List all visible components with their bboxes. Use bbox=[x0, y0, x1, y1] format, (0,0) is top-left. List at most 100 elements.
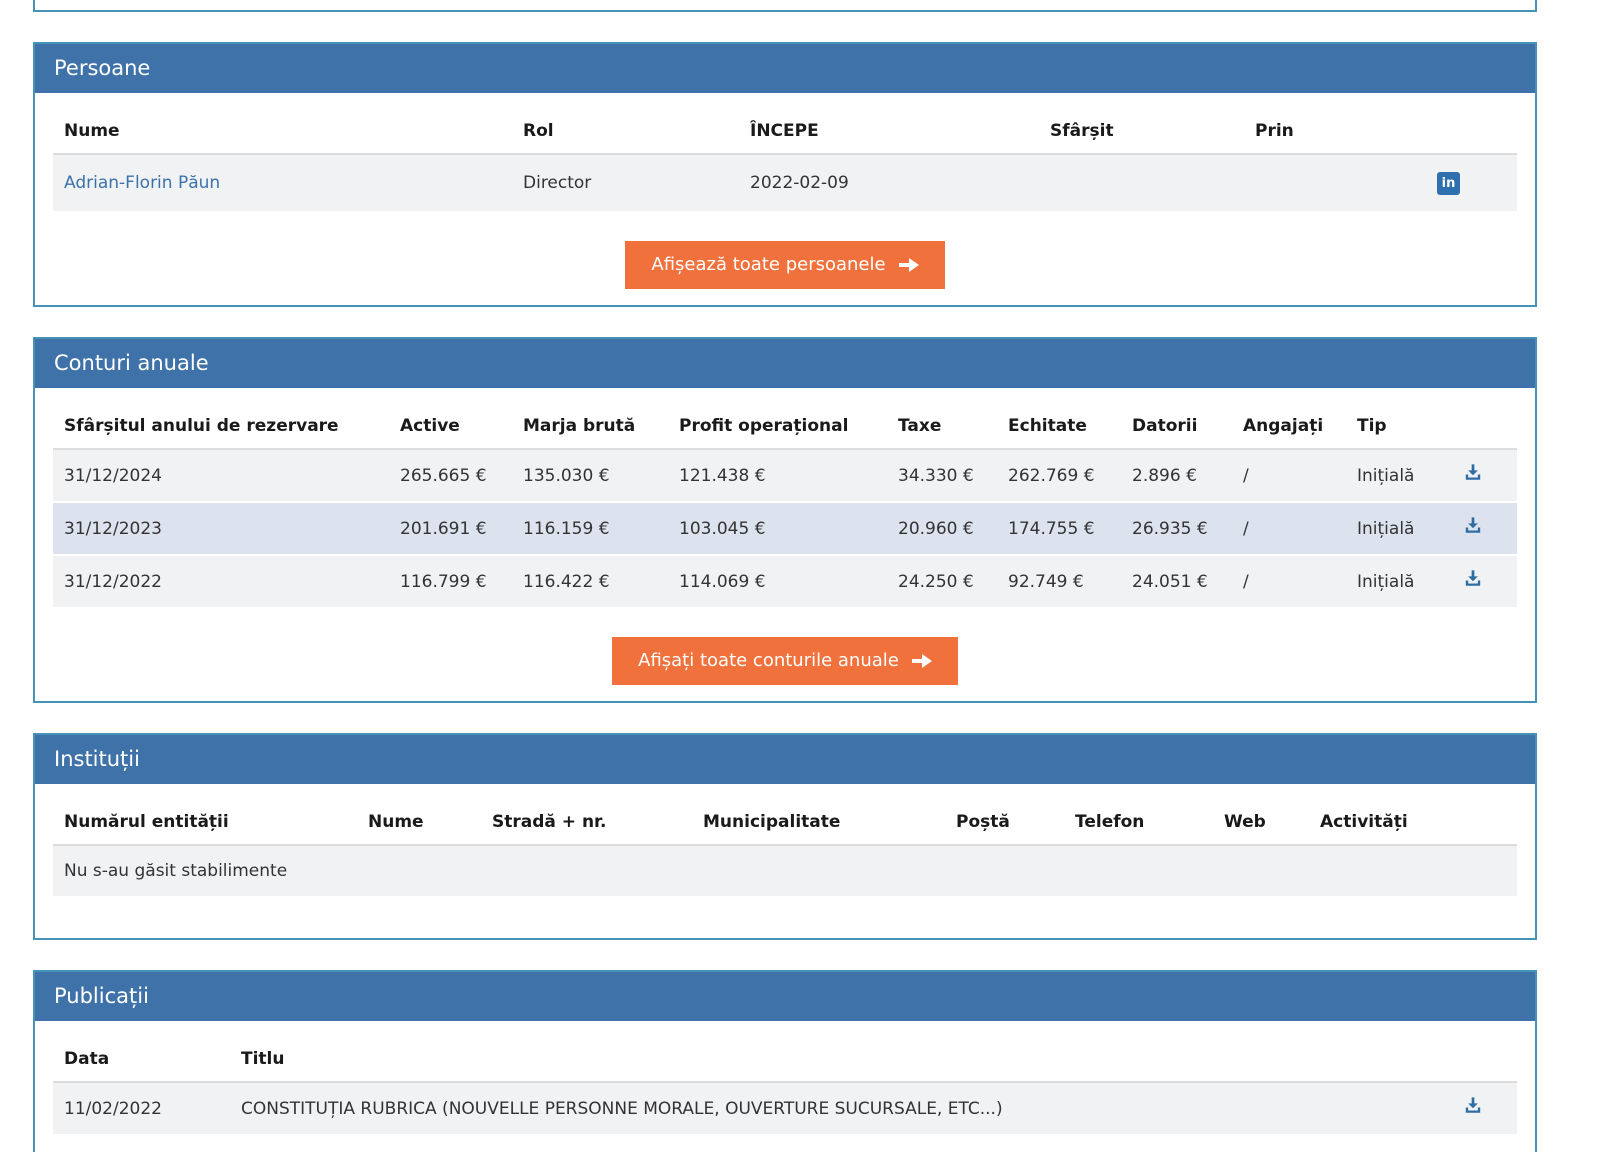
col-header-active: Active bbox=[389, 404, 512, 450]
account-employees: / bbox=[1232, 555, 1346, 609]
col-header-activitati: Activități bbox=[1309, 800, 1517, 846]
conturi-table: Sfârșitul anului de rezervare Active Mar… bbox=[53, 404, 1517, 609]
col-header-web: Web bbox=[1213, 800, 1309, 846]
col-header-strada: Stradă + nr. bbox=[481, 800, 692, 846]
account-equity: 92.749 € bbox=[997, 555, 1121, 609]
account-employees: / bbox=[1232, 449, 1346, 503]
publication-title: CONSTITUȚIA RUBRICA (NOUVELLE PERSONNE M… bbox=[230, 1082, 1429, 1136]
panel-body-persoane: Nume Rol ÎNCEPE Sfârșit Prin Adrian-Flor… bbox=[35, 93, 1535, 305]
panel-title-conturi: Conturi anuale bbox=[35, 339, 1535, 388]
persoane-table: Nume Rol ÎNCEPE Sfârșit Prin Adrian-Flor… bbox=[53, 109, 1517, 213]
institutii-empty-message: Nu s-au găsit stabilimente bbox=[53, 845, 1517, 898]
account-operating-profit: 103.045 € bbox=[668, 502, 887, 556]
col-header-municipalitate: Municipalitate bbox=[692, 800, 945, 846]
col-header-profit-operational: Profit operațional bbox=[668, 404, 887, 450]
persoane-button-row: Afișează toate persoanele bbox=[53, 241, 1517, 289]
person-row: Adrian-Florin Păun Director 2022-02-09 i… bbox=[53, 154, 1517, 213]
panel-title-publicatii: Publicații bbox=[35, 972, 1535, 1021]
arrow-right-icon bbox=[911, 654, 932, 668]
download-icon[interactable] bbox=[1464, 516, 1482, 534]
col-header-titlu: Titlu bbox=[230, 1037, 1429, 1083]
col-header-data: Data bbox=[53, 1037, 230, 1083]
panel-body-institutii: Numărul entității Nume Stradă + nr. Muni… bbox=[35, 784, 1535, 938]
col-header-download bbox=[1429, 404, 1517, 450]
col-header-nume: Nume bbox=[53, 109, 512, 155]
col-header-posta: Poștă bbox=[945, 800, 1064, 846]
previous-panel-bottom-edge bbox=[33, 0, 1537, 12]
persoane-header-row: Nume Rol ÎNCEPE Sfârșit Prin bbox=[53, 109, 1517, 155]
account-active: 265.665 € bbox=[389, 449, 512, 503]
show-all-persons-button[interactable]: Afișează toate persoanele bbox=[625, 241, 945, 289]
panel-conturi-anuale: Conturi anuale Sfârșitul anului de rezer… bbox=[33, 337, 1537, 703]
conturi-header-row: Sfârșitul anului de rezervare Active Mar… bbox=[53, 404, 1517, 450]
account-year-end: 31/12/2023 bbox=[53, 502, 389, 556]
panel-publicatii: Publicații Data Titlu 11/02/2022 CONST bbox=[33, 970, 1537, 1152]
account-equity: 262.769 € bbox=[997, 449, 1121, 503]
institutii-empty-row: Nu s-au găsit stabilimente bbox=[53, 845, 1517, 898]
col-header-an-rezervare: Sfârșitul anului de rezervare bbox=[53, 404, 389, 450]
download-icon[interactable] bbox=[1464, 569, 1482, 587]
account-type: Inițială bbox=[1346, 555, 1429, 609]
account-row-2023: 31/12/2023 201.691 € 116.159 € 103.045 €… bbox=[53, 502, 1517, 556]
conturi-button-row: Afișați toate conturile anuale bbox=[53, 637, 1517, 685]
account-employees: / bbox=[1232, 502, 1346, 556]
col-header-sfarsit: Sfârșit bbox=[1039, 109, 1244, 155]
institutii-table: Numărul entității Nume Stradă + nr. Muni… bbox=[53, 800, 1517, 898]
person-end-date bbox=[1039, 154, 1244, 213]
account-row-2022: 31/12/2022 116.799 € 116.422 € 114.069 €… bbox=[53, 555, 1517, 609]
account-operating-profit: 114.069 € bbox=[668, 555, 887, 609]
account-debts: 2.896 € bbox=[1121, 449, 1232, 503]
account-taxes: 24.250 € bbox=[887, 555, 997, 609]
person-via bbox=[1244, 154, 1380, 213]
account-year-end: 31/12/2024 bbox=[53, 449, 389, 503]
col-header-echitate: Echitate bbox=[997, 404, 1121, 450]
account-gross-margin: 116.159 € bbox=[512, 502, 668, 556]
col-header-tip: Tip bbox=[1346, 404, 1429, 450]
col-header-nume: Nume bbox=[357, 800, 481, 846]
account-taxes: 34.330 € bbox=[887, 449, 997, 503]
show-all-accounts-button[interactable]: Afișați toate conturile anuale bbox=[612, 637, 958, 685]
publication-row: 11/02/2022 CONSTITUȚIA RUBRICA (NOUVELLE… bbox=[53, 1082, 1517, 1136]
panel-body-publicatii: Data Titlu 11/02/2022 CONSTITUȚIA RUBRIC… bbox=[35, 1021, 1535, 1152]
account-gross-margin: 116.422 € bbox=[512, 555, 668, 609]
account-equity: 174.755 € bbox=[997, 502, 1121, 556]
person-role: Director bbox=[512, 154, 739, 213]
panel-body-conturi: Sfârșitul anului de rezervare Active Mar… bbox=[35, 388, 1535, 701]
account-row-2024: 31/12/2024 265.665 € 135.030 € 121.438 €… bbox=[53, 449, 1517, 503]
publicatii-table: Data Titlu 11/02/2022 CONSTITUȚIA RUBRIC… bbox=[53, 1037, 1517, 1136]
panel-persoane: Persoane Nume Rol ÎNCEPE Sfârșit Prin bbox=[33, 42, 1537, 307]
institutii-header-row: Numărul entității Nume Stradă + nr. Muni… bbox=[53, 800, 1517, 846]
person-name-link[interactable]: Adrian-Florin Păun bbox=[64, 173, 221, 193]
show-all-accounts-label: Afișați toate conturile anuale bbox=[638, 650, 899, 671]
col-header-telefon: Telefon bbox=[1064, 800, 1213, 846]
download-icon[interactable] bbox=[1464, 463, 1482, 481]
account-debts: 26.935 € bbox=[1121, 502, 1232, 556]
account-type: Inițială bbox=[1346, 449, 1429, 503]
person-start-date: 2022-02-09 bbox=[739, 154, 1039, 213]
panel-title-institutii: Instituții bbox=[35, 735, 1535, 784]
linkedin-icon[interactable]: in bbox=[1437, 171, 1460, 195]
page: Persoane Nume Rol ÎNCEPE Sfârșit Prin bbox=[33, 0, 1537, 1152]
col-header-taxe: Taxe bbox=[887, 404, 997, 450]
col-header-prin: Prin bbox=[1244, 109, 1380, 155]
account-taxes: 20.960 € bbox=[887, 502, 997, 556]
account-active: 116.799 € bbox=[389, 555, 512, 609]
account-type: Inițială bbox=[1346, 502, 1429, 556]
publicatii-header-row: Data Titlu bbox=[53, 1037, 1517, 1083]
panel-title-persoane: Persoane bbox=[35, 44, 1535, 93]
col-header-incepe: ÎNCEPE bbox=[739, 109, 1039, 155]
account-gross-margin: 135.030 € bbox=[512, 449, 668, 503]
col-header-actions bbox=[1380, 109, 1517, 155]
col-header-datorii: Datorii bbox=[1121, 404, 1232, 450]
col-header-marja-bruta: Marja brută bbox=[512, 404, 668, 450]
col-header-download bbox=[1429, 1037, 1517, 1083]
col-header-numar-entitate: Numărul entității bbox=[53, 800, 357, 846]
panel-institutii: Instituții Numărul entității Nume Stradă… bbox=[33, 733, 1537, 940]
col-header-rol: Rol bbox=[512, 109, 739, 155]
download-icon[interactable] bbox=[1464, 1096, 1482, 1114]
arrow-right-icon bbox=[898, 258, 919, 272]
publication-date: 11/02/2022 bbox=[53, 1082, 230, 1136]
account-operating-profit: 121.438 € bbox=[668, 449, 887, 503]
account-active: 201.691 € bbox=[389, 502, 512, 556]
show-all-persons-label: Afișează toate persoanele bbox=[651, 254, 886, 275]
